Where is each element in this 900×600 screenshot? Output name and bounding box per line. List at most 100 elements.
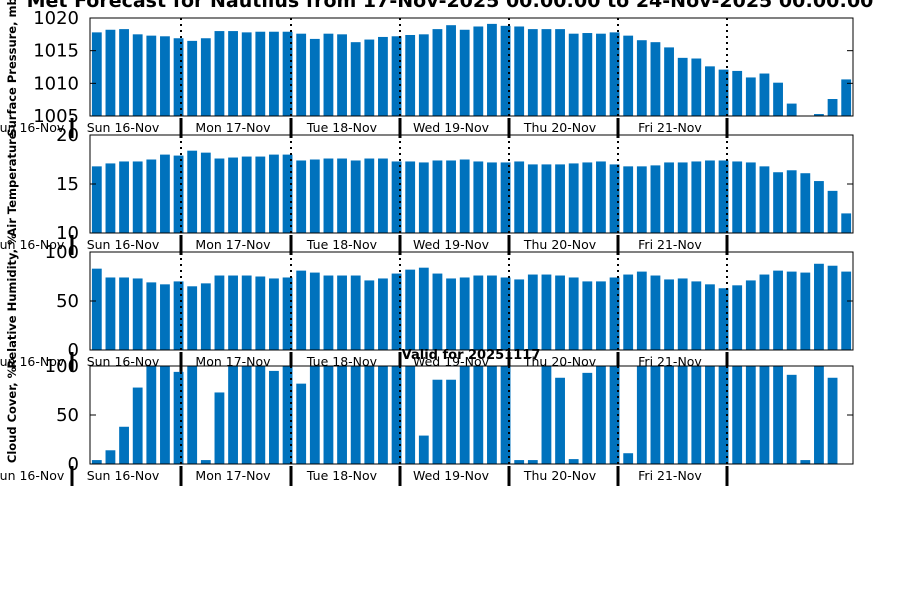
data-bar [364,366,375,464]
data-bar [323,366,334,464]
data-bar [691,58,702,116]
data-bar [337,275,347,350]
data-bar [609,164,620,233]
x-tick-label: Sun 16-Nov [87,354,160,369]
data-bar [541,366,552,464]
data-bar [459,29,470,116]
data-bar [323,158,334,233]
data-bar [296,160,307,233]
data-bar [91,32,102,117]
data-bar [255,276,266,350]
data-bar [405,269,416,350]
data-bar [309,366,320,464]
data-bar [814,114,824,116]
data-bar [173,155,184,233]
data-bar [650,42,661,116]
data-bar [718,288,729,350]
x-tick-label: Sun 16-Nov [87,237,160,252]
data-bar [241,156,252,233]
data-bar [132,34,143,116]
data-bar [582,372,593,464]
data-bar [378,366,388,464]
data-bar [541,164,552,233]
y-axis-label: Cloud Cover, % [5,366,19,463]
data-bar [459,159,470,233]
data-bar [418,267,429,350]
data-bar [582,162,593,233]
data-bar [269,154,279,233]
data-bar [173,281,184,350]
data-bar [405,34,416,116]
data-bar [773,270,783,350]
data-bar [187,150,198,233]
data-bar [487,366,497,464]
data-bar [391,273,402,350]
data-bar [827,99,838,116]
data-bar [432,160,443,233]
data-bar [200,152,211,233]
data-bar [691,366,702,464]
data-bar [677,366,688,464]
data-bar [514,460,525,464]
x-tick-label-edge: Sun 16-Nov [0,237,65,252]
data-bar [691,161,702,233]
data-bar [473,26,484,117]
plot-frame [89,17,854,117]
data-bar [596,281,606,350]
data-bar [119,161,129,233]
data-bar [487,275,497,350]
y-tick-label: 1010 [33,73,79,94]
data-bar [214,158,225,233]
data-bar [664,279,674,350]
x-tick-label: Fri 21-Nov [638,237,702,252]
data-bar [378,278,388,350]
data-bar [418,162,429,233]
data-bar [187,286,198,350]
data-bar [623,453,634,464]
data-bar [418,34,429,116]
data-bar [446,25,456,116]
data-bar [228,157,238,233]
data-bar [105,29,116,116]
data-bar [309,272,320,350]
data-bar [269,31,279,116]
data-bar [187,40,198,117]
data-bar [337,34,347,116]
y-tick-label: 1020 [33,8,79,29]
data-bar [623,35,634,116]
data-bar [650,165,661,233]
data-bar [636,166,647,233]
data-bar [568,459,579,464]
data-bar [214,392,225,464]
data-bar [132,387,143,464]
data-bar [555,377,565,464]
data-bar [596,33,606,116]
data-bar [282,154,293,233]
data-bar [350,42,361,116]
data-bar [650,366,661,464]
data-bar [541,29,552,116]
data-bar [405,161,416,233]
data-bar [91,460,102,464]
data-bar [160,284,170,350]
data-bar [119,29,129,116]
data-bar [800,460,811,464]
data-bar [214,275,225,350]
x-tick-label: Fri 21-Nov [638,120,702,135]
data-bar [405,366,416,464]
data-bar [582,281,593,350]
data-bar [664,162,674,233]
data-bar [500,162,511,233]
data-bar [664,47,674,116]
data-bar [187,366,198,464]
data-bar [732,70,743,116]
data-bar [350,366,361,464]
y-axis-label: Surface Pressure, mb [5,0,19,137]
data-bar [323,33,334,116]
data-bar [364,39,375,117]
y-tick-label: 1005 [33,106,79,127]
bar-series [91,263,852,350]
data-bar [309,38,320,116]
